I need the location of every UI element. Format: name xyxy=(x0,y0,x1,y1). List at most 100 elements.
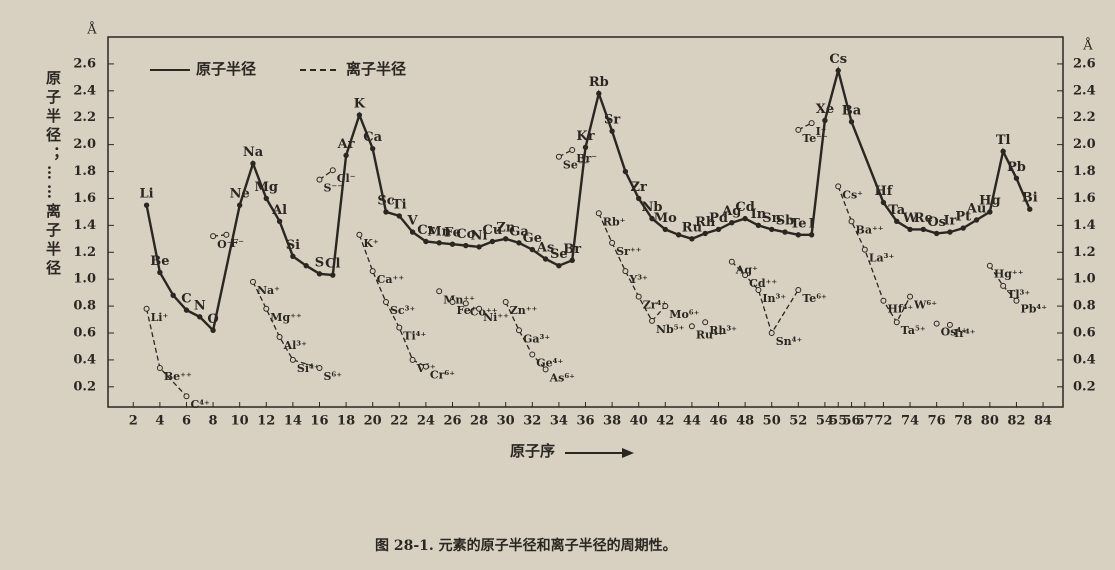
atom-label: Ir xyxy=(943,214,956,229)
atom-label: As xyxy=(536,241,554,256)
ion-point xyxy=(835,183,842,190)
y2-tick-label: 2.0 xyxy=(1073,137,1096,152)
atom-point xyxy=(436,240,442,246)
x-tick-label: 74 xyxy=(901,414,919,429)
ion-label: Ni⁺⁺ xyxy=(483,311,509,324)
ion-point xyxy=(688,323,695,330)
x-tick-label: 4 xyxy=(155,414,164,429)
ion-point xyxy=(316,176,323,183)
atom-label: Ta xyxy=(888,203,905,218)
y2-tick-label: 2.2 xyxy=(1073,110,1096,125)
y-unit-right: Å xyxy=(1082,38,1093,54)
x-tick-label: 20 xyxy=(364,414,382,429)
ion-label: Ru⁴⁺ xyxy=(696,328,724,341)
caption: 图 28-1. 元素的原子半径和离子半径的周期性。 xyxy=(375,537,677,554)
ion-point xyxy=(893,319,900,326)
x-tick-label: 40 xyxy=(630,414,648,429)
ion-label: In³⁺ xyxy=(762,292,786,305)
ion-point xyxy=(436,288,443,295)
ion-point xyxy=(409,356,416,363)
atom-label: Ru xyxy=(682,220,702,235)
ion-label: Zr⁴⁺ xyxy=(643,299,668,312)
ion-point xyxy=(502,299,509,306)
atom-point xyxy=(907,226,913,233)
ion-label: As⁶⁺ xyxy=(549,371,576,384)
ion-point xyxy=(156,364,163,371)
ion-point xyxy=(210,233,217,240)
x-tick-label: 42 xyxy=(656,414,674,429)
atom-point xyxy=(276,218,283,225)
ion-point xyxy=(728,258,735,265)
legend-label: 离子半径 xyxy=(346,60,406,78)
ion-point xyxy=(555,153,562,160)
ion-point xyxy=(356,231,363,238)
y2-tick-label: 0.6 xyxy=(1073,326,1096,341)
atom-label: V xyxy=(407,214,419,229)
x-tick-label: 26 xyxy=(443,414,461,429)
x-arrow-head xyxy=(622,448,634,458)
ion-point xyxy=(449,299,456,306)
y-tick-label: 1.0 xyxy=(73,272,96,287)
y2-tick-label: 1.6 xyxy=(1073,191,1096,206)
ion-point xyxy=(795,126,802,133)
ion-point xyxy=(542,366,549,373)
ion-label: Ca⁺⁺ xyxy=(377,273,405,286)
ion-label: Sr⁺⁺ xyxy=(616,245,642,258)
y-axis-label: 原子半径；……离子半径 xyxy=(44,70,62,279)
x-tick-label: 16 xyxy=(310,414,328,429)
y2-tick-label: 1.2 xyxy=(1073,245,1096,260)
atom-point xyxy=(848,119,855,125)
ion-label: Te⁶⁺ xyxy=(802,292,827,305)
y2-tick-label: 0.2 xyxy=(1073,379,1096,394)
atom-label: Cl xyxy=(325,257,340,272)
x-tick-label: 28 xyxy=(470,414,488,429)
atom-point xyxy=(609,128,615,134)
atom-label: Ge xyxy=(523,231,542,246)
atom-point xyxy=(449,241,456,247)
atom-label: Re xyxy=(914,211,933,226)
atom-point xyxy=(822,117,828,124)
ion-label: Ba⁺⁺ xyxy=(856,223,884,236)
y2-tick-label: 0.8 xyxy=(1073,299,1096,314)
ion-point xyxy=(808,120,815,127)
atom-point xyxy=(622,168,629,175)
ion-point xyxy=(622,268,629,275)
atom-point xyxy=(729,219,735,226)
ion-label: Ga³⁺ xyxy=(523,332,550,345)
atom-label: Ga xyxy=(509,224,529,239)
atom-label: Co xyxy=(456,227,475,242)
x-tick-label: 72 xyxy=(874,414,892,429)
atom-point xyxy=(675,232,682,238)
atom-point xyxy=(702,230,708,237)
ion-label: Y³⁺ xyxy=(628,273,648,286)
ion-label: Se⁻⁻ xyxy=(563,159,590,172)
ion-point xyxy=(396,324,403,331)
ion-point xyxy=(382,299,389,306)
ion-point xyxy=(223,231,230,238)
atom-label: In xyxy=(751,207,767,222)
y-tick-label: 1.2 xyxy=(73,245,96,260)
ion-point xyxy=(462,300,469,307)
atom-label: Rb xyxy=(589,75,609,90)
atom-label: Zr xyxy=(631,180,647,195)
atom-point xyxy=(369,145,376,152)
y2-tick-label: 2.4 xyxy=(1073,83,1096,98)
ion-point xyxy=(1000,282,1007,289)
ion-point xyxy=(755,286,762,293)
atom-point xyxy=(330,272,336,278)
atom-label: Se xyxy=(550,247,568,262)
x-tick-label: 78 xyxy=(954,414,972,429)
ion-point xyxy=(595,210,602,217)
atom-label: I xyxy=(809,216,815,231)
x-tick-label: 12 xyxy=(257,414,275,429)
atom-point xyxy=(835,67,841,74)
atom-point xyxy=(263,195,269,202)
x-tick-label: 22 xyxy=(390,414,408,429)
ion-point xyxy=(263,305,270,312)
atom-label: Be xyxy=(150,254,169,269)
atom-point xyxy=(596,90,602,97)
ion-label: F⁻ xyxy=(230,237,244,250)
x-tick-label: 18 xyxy=(337,414,355,429)
atom-point xyxy=(343,152,349,159)
